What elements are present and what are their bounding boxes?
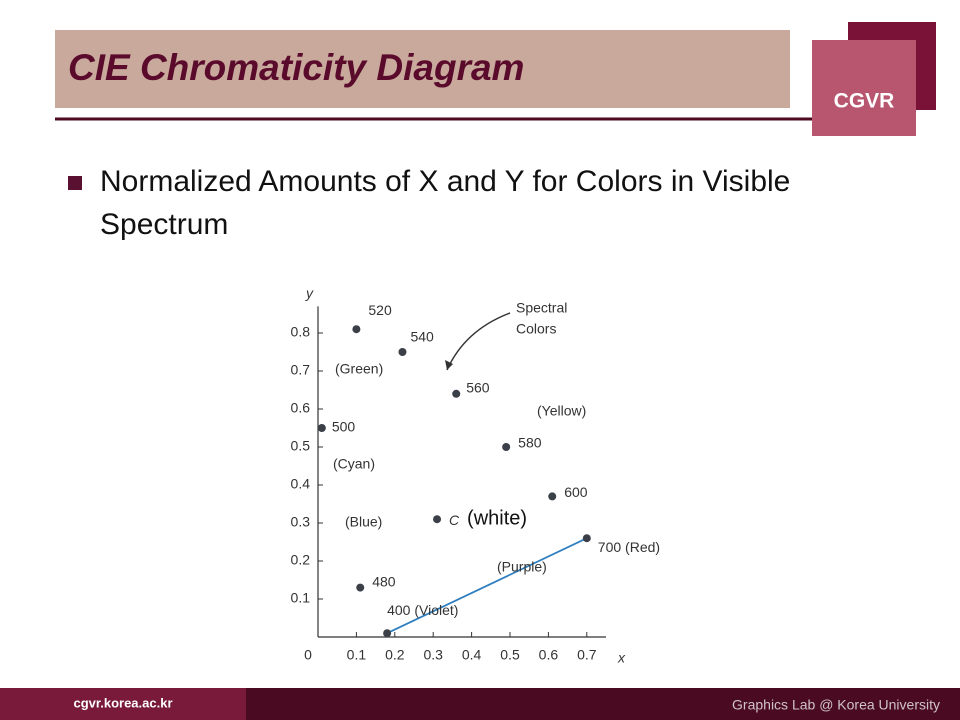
y-tick-label: 0.1 — [291, 590, 311, 606]
y-tick-label: 0.2 — [291, 552, 311, 568]
x-tick-label: 0.6 — [539, 647, 559, 663]
y-tick-label: 0.4 — [291, 476, 311, 492]
arrow-label: Spectral — [516, 300, 567, 316]
bullet-box: Normalized Amounts of X and Y for Colors… — [100, 165, 791, 241]
point-label: 540 — [410, 329, 434, 345]
y-tick-label: 0.8 — [291, 324, 311, 340]
y-axis-label: y — [305, 285, 314, 301]
point-label: 600 — [564, 484, 588, 500]
arrow-label: Colors — [516, 321, 556, 337]
footer-credit: Graphics Lab @ Korea University — [732, 697, 940, 713]
white-point-label: C — [449, 512, 460, 528]
bullet-text: Normalized Amounts of X and Y for Colors… — [100, 165, 791, 241]
footer-url: cgvr.korea.ac.kr — [73, 695, 172, 710]
arrow — [446, 312, 511, 371]
region-label: (Cyan) — [333, 456, 375, 472]
x-tick-label: 0.5 — [500, 647, 520, 663]
y-tick-label: 0.5 — [291, 438, 311, 454]
x-axis-label: x — [617, 650, 626, 666]
point-label: 560 — [466, 380, 490, 396]
point-label: 700 (Red) — [598, 539, 660, 555]
arrow-head — [445, 360, 453, 370]
bullet-marker — [68, 176, 82, 190]
logo-front — [812, 40, 916, 136]
spectral-point — [383, 629, 392, 638]
region-label: (Green) — [335, 361, 383, 377]
logo-text: CGVR — [834, 90, 895, 113]
spectral-point — [317, 424, 326, 432]
footer-left-box — [0, 688, 246, 720]
x-tick-label: 0.2 — [385, 647, 405, 663]
spectral-point — [356, 583, 365, 592]
x-tick-label: 0.7 — [577, 647, 597, 663]
white-point-note: (white) — [467, 507, 527, 529]
point-label: 520 — [368, 302, 392, 318]
spectral-point — [398, 348, 407, 356]
spectral-point — [452, 389, 461, 398]
x-tick-label: 0.4 — [462, 647, 482, 663]
point-label: 480 — [372, 573, 396, 589]
spectral-point — [502, 443, 511, 451]
white-point — [433, 515, 442, 524]
y-tick-label: 0.6 — [291, 400, 311, 416]
spectral-point — [548, 492, 557, 501]
x-tick-label: 0.1 — [347, 647, 367, 663]
diagram: 0 0.1 0.2 0.3 0.4 0.5 0.6 0.7 0.1 0.2 0.3 0.4 0.5 0.6… — [291, 285, 661, 666]
region-label: (Yellow) — [537, 403, 586, 419]
region-label: (Purple) — [497, 559, 547, 575]
x-tick-label: 0.3 — [423, 647, 443, 663]
y-tick-label: 0.3 — [291, 514, 311, 530]
region-label: (Blue) — [345, 514, 382, 530]
spectral-point — [352, 325, 361, 334]
spectral-point — [582, 534, 591, 543]
y-tick-label: 0.7 — [291, 362, 311, 378]
slide-title: CIE Chromaticity Diagram — [68, 47, 524, 88]
point-label: 500 — [332, 419, 356, 435]
point-label: 580 — [518, 435, 542, 451]
title-band — [55, 30, 790, 108]
x-tick-label: 0 — [304, 647, 312, 663]
purple-line — [386, 537, 588, 635]
point-label: 400 (Violet) — [387, 602, 458, 618]
